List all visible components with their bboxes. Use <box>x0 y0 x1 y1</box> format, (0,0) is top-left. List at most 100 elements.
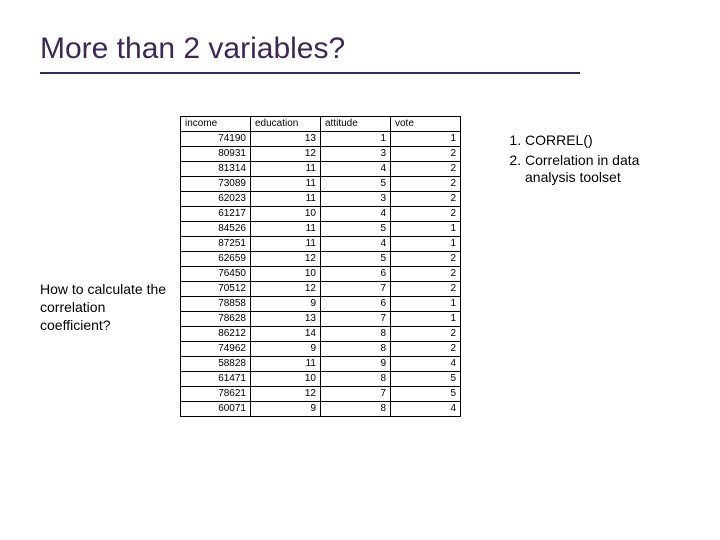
table-cell: 12 <box>251 147 321 162</box>
table-cell: 11 <box>251 162 321 177</box>
table-cell: 1 <box>391 297 461 312</box>
table-row: 845261151 <box>181 222 461 237</box>
table-row: 872511141 <box>181 237 461 252</box>
table-cell: 2 <box>391 147 461 162</box>
table-row: 620231132 <box>181 192 461 207</box>
table-cell: 5 <box>321 177 391 192</box>
col-header: attitude <box>321 117 391 132</box>
table-cell: 60071 <box>181 402 251 417</box>
table-row: 741901311 <box>181 132 461 147</box>
table-header-row: income education attitude vote <box>181 117 461 132</box>
table-cell: 78621 <box>181 387 251 402</box>
table-cell: 74962 <box>181 342 251 357</box>
table-row: 862121482 <box>181 327 461 342</box>
table-cell: 7 <box>321 282 391 297</box>
table-cell: 13 <box>251 312 321 327</box>
table-cell: 1 <box>391 237 461 252</box>
list-item: Correlation in data analysis toolset <box>525 152 675 187</box>
data-table: income education attitude vote 741901311… <box>180 116 461 417</box>
table-cell: 2 <box>391 177 461 192</box>
table-cell: 5 <box>321 222 391 237</box>
table-cell: 87251 <box>181 237 251 252</box>
table-row: 74962982 <box>181 342 461 357</box>
table-row: 786211275 <box>181 387 461 402</box>
table-cell: 1 <box>391 132 461 147</box>
table-cell: 12 <box>251 282 321 297</box>
table-row: 705121272 <box>181 282 461 297</box>
table-cell: 2 <box>391 282 461 297</box>
table-cell: 11 <box>251 357 321 372</box>
table-cell: 78628 <box>181 312 251 327</box>
methods-list: CORREL() Correlation in data analysis to… <box>505 132 675 189</box>
table-row: 764501062 <box>181 267 461 282</box>
table-cell: 11 <box>251 237 321 252</box>
table-cell: 6 <box>321 297 391 312</box>
table-cell: 4 <box>321 162 391 177</box>
table-cell: 9 <box>251 402 321 417</box>
table-cell: 2 <box>391 162 461 177</box>
table-row: 588281194 <box>181 357 461 372</box>
table-row: 813141142 <box>181 162 461 177</box>
table-cell: 2 <box>391 192 461 207</box>
table-cell: 58828 <box>181 357 251 372</box>
table-cell: 78858 <box>181 297 251 312</box>
table-cell: 1 <box>391 222 461 237</box>
left-question: How to calculate the correlation coeffic… <box>40 280 170 335</box>
table-cell: 8 <box>321 402 391 417</box>
table-cell: 74190 <box>181 132 251 147</box>
table-cell: 7 <box>321 387 391 402</box>
table-cell: 9 <box>321 357 391 372</box>
table-cell: 80931 <box>181 147 251 162</box>
table-cell: 12 <box>251 387 321 402</box>
table-cell: 3 <box>321 192 391 207</box>
table-cell: 4 <box>391 402 461 417</box>
table-row: 612171042 <box>181 207 461 222</box>
table-cell: 5 <box>391 387 461 402</box>
table-cell: 10 <box>251 267 321 282</box>
col-header: income <box>181 117 251 132</box>
table-cell: 6 <box>321 267 391 282</box>
table-cell: 5 <box>391 372 461 387</box>
table-cell: 8 <box>321 342 391 357</box>
table-cell: 12 <box>251 252 321 267</box>
table-row: 809311232 <box>181 147 461 162</box>
table-cell: 7 <box>321 312 391 327</box>
table-row: 626591252 <box>181 252 461 267</box>
table-cell: 2 <box>391 267 461 282</box>
table-cell: 62659 <box>181 252 251 267</box>
table-row: 60071984 <box>181 402 461 417</box>
table-cell: 81314 <box>181 162 251 177</box>
table-cell: 84526 <box>181 222 251 237</box>
table-cell: 8 <box>321 372 391 387</box>
table-row: 78858961 <box>181 297 461 312</box>
table-cell: 14 <box>251 327 321 342</box>
table-cell: 1 <box>321 132 391 147</box>
table-cell: 61217 <box>181 207 251 222</box>
table-cell: 76450 <box>181 267 251 282</box>
table-cell: 11 <box>251 222 321 237</box>
table-cell: 73089 <box>181 177 251 192</box>
table-cell: 8 <box>321 327 391 342</box>
col-header: vote <box>391 117 461 132</box>
table-cell: 3 <box>321 147 391 162</box>
table-cell: 2 <box>391 342 461 357</box>
table-cell: 11 <box>251 192 321 207</box>
table-cell: 86212 <box>181 327 251 342</box>
table-cell: 61471 <box>181 372 251 387</box>
table-cell: 2 <box>391 252 461 267</box>
table-cell: 11 <box>251 177 321 192</box>
table-cell: 9 <box>251 342 321 357</box>
table-cell: 4 <box>391 357 461 372</box>
table-row: 614711085 <box>181 372 461 387</box>
table-cell: 4 <box>321 207 391 222</box>
table-row: 730891152 <box>181 177 461 192</box>
table-cell: 10 <box>251 372 321 387</box>
table-cell: 5 <box>321 252 391 267</box>
table-cell: 9 <box>251 297 321 312</box>
list-item: CORREL() <box>525 132 675 150</box>
slide-title: More than 2 variables? <box>40 32 580 74</box>
table-cell: 4 <box>321 237 391 252</box>
table-cell: 10 <box>251 207 321 222</box>
table-row: 786281371 <box>181 312 461 327</box>
table-cell: 13 <box>251 132 321 147</box>
